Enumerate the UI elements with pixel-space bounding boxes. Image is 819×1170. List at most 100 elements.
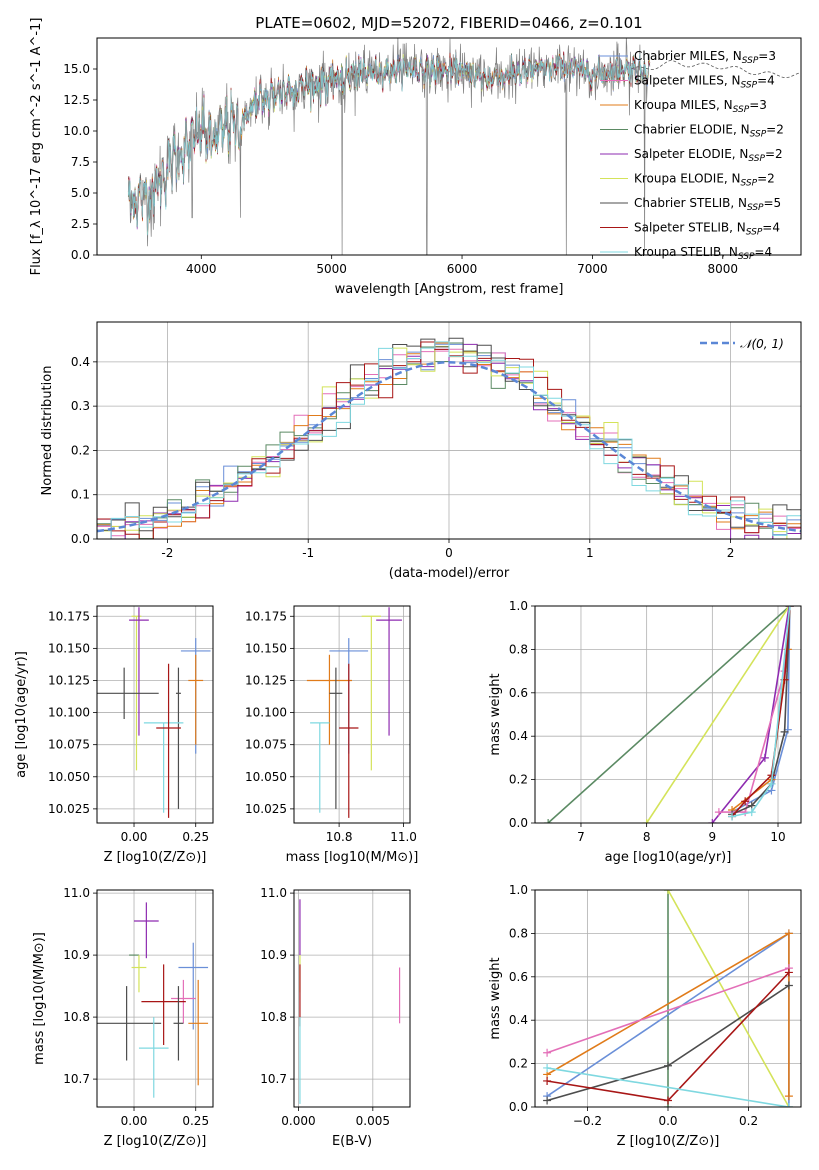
x-tick-label: 11.0 — [390, 830, 417, 844]
error-bar-point — [339, 663, 359, 818]
cumulative-mass-marker — [664, 890, 672, 894]
cumulative-mass-marker — [714, 808, 723, 817]
y-tick-label: 10.075 — [48, 738, 90, 752]
figure-title: PLATE=0602, MJD=52072, FIBERID=0466, z=0… — [255, 14, 642, 32]
panels: 4000 5000 6000 7000 80000.02.55.07.510.012.5… — [14, 18, 802, 1149]
x-tick-label: 5000 — [316, 262, 347, 276]
legend-label: Kroupa MILES, N — [634, 98, 733, 112]
plot-area — [97, 322, 801, 539]
y-tick-label: 0.0 — [509, 1100, 528, 1114]
cumulative-mass-line — [731, 606, 791, 813]
legend-label: Salpeter ELODIE, N — [634, 147, 748, 161]
cumulative-mass-marker — [544, 819, 553, 823]
x-tick-label: 0.25 — [182, 1114, 209, 1128]
cumulative-mass-marker — [543, 1076, 552, 1085]
y-axis-label: age [log10(age/yr)] — [14, 651, 29, 778]
panel-age_vs_Z: 0.00 0.25 10.025 10.050 10.075 10.100 10.125 10… — [14, 605, 214, 865]
legend-value: =2 — [765, 147, 783, 161]
x-tick-label: 0.2 — [739, 1114, 758, 1128]
cumulative-mass-line — [667, 890, 790, 1107]
y-tick-label: 2.5 — [71, 217, 90, 231]
cumulative-mass-marker — [760, 753, 769, 762]
normal-reference-curve — [97, 361, 801, 533]
y-tick-label: 15.0 — [63, 62, 90, 76]
y-tick-label: 10.150 — [245, 641, 287, 655]
cumulative-mass-marker — [664, 1096, 672, 1105]
y-tick-label: 10.7 — [63, 1072, 90, 1086]
y-axis-label: mass [log10(M/M⊙)] — [32, 932, 47, 1065]
x-tick-label: -2 — [161, 546, 173, 560]
panel-mass_vs_EBV: 0.000 0.005 10.7 10.8 10.9 11.0 E(B-V) — [260, 886, 411, 1149]
legend-entry: Kroupa ELODIE, NSSP=2 — [634, 172, 775, 189]
y-tick-label: 10.125 — [48, 673, 90, 687]
error-bar-point — [376, 607, 402, 736]
x-axis-label: Z [log10(Z/Z⊙)] — [617, 1134, 720, 1149]
axes-frame — [534, 889, 802, 1108]
legend-label: Chabrier STELIB, N — [634, 196, 747, 210]
x-tick-label: 8 — [643, 830, 651, 844]
model-extension-line — [631, 59, 801, 79]
plot-area — [535, 606, 801, 823]
y-tick-label: 0.3 — [71, 399, 90, 413]
cumulative-mass-line — [731, 606, 791, 818]
x-tick-label: 0.005 — [356, 1114, 390, 1128]
x-tick-label: 1 — [586, 546, 594, 560]
legend-entry: Salpeter ELODIE, NSSP=2 — [634, 147, 783, 164]
plot-area — [294, 606, 410, 823]
legend-value: =4 — [762, 221, 780, 235]
cumulative-mass-marker — [543, 1063, 552, 1072]
y-tick-label: 0.2 — [509, 1057, 528, 1071]
legend-label: Salpeter STELIB, N — [634, 221, 746, 235]
panel-residuals: -2 -1 0 1 2 0.0 0.1 0.2 0.3 0.4 (data-model)/error… — [40, 321, 802, 581]
legend-subscript: SSP — [750, 130, 767, 140]
legend-value: =3 — [758, 49, 776, 63]
cumulative-mass-marker — [664, 1061, 672, 1070]
cumulative-mass-marker — [741, 797, 750, 806]
axes-frame — [96, 321, 802, 540]
error-bar-point — [188, 654, 204, 745]
plot-area — [127, 38, 801, 255]
legend-subscript: SSP — [733, 105, 750, 115]
panel-age_vs_mass: 10.8 11.0 10.025 10.050 10.075 10.100 10.125 10… — [245, 605, 418, 865]
error-bar-point — [175, 667, 181, 809]
legend-subscript: SSP — [742, 56, 759, 66]
cumulative-mass-marker — [784, 981, 793, 990]
y-tick-label: 1.0 — [509, 883, 528, 897]
legend-label: Chabrier ELODIE, N — [634, 123, 750, 137]
y-tick-label: 10.175 — [48, 609, 90, 623]
y-tick-label: 0.0 — [71, 248, 90, 262]
y-tick-label: 0.8 — [509, 642, 528, 656]
error-bar-point — [141, 964, 186, 1045]
cumulative-mass-line — [646, 606, 790, 823]
x-tick-label: −0.2 — [573, 1114, 602, 1128]
panel-cum_mass_vs_age: 7 8 9 10 0.0 0.2 0.4 0.6 0.8 1.0 age [log10(age/yr… — [488, 599, 802, 865]
x-axis-label: Z [log10(Z/Z⊙)] — [104, 1134, 207, 1149]
panel-mass_vs_Z: 0.00 0.25 10.7 10.8 10.9 11.0 Z [log10(Z/Z⊙)] m… — [32, 886, 214, 1149]
x-tick-label: 7 — [577, 830, 585, 844]
y-tick-label: 10.050 — [48, 770, 90, 784]
legend-entry: Salpeter STELIB, NSSP=4 — [634, 221, 780, 238]
cumulative-mass-marker — [784, 968, 793, 977]
y-tick-label: 11.0 — [63, 886, 90, 900]
legend-label: Chabrier MILES, N — [634, 49, 742, 63]
cumulative-mass-marker — [747, 808, 756, 817]
y-tick-label: 0.2 — [71, 443, 90, 457]
x-tick-label: 2 — [727, 546, 735, 560]
legend-subscript: SSP — [741, 81, 758, 91]
x-tick-label: 0.000 — [281, 1114, 315, 1128]
panel-spectrum: 4000 5000 6000 7000 8000 0.0 2.5 5.0 7.5 10.0 12.5… — [29, 18, 802, 297]
error-bar-point — [143, 722, 184, 813]
cumulative-mass-marker — [543, 1048, 552, 1057]
cumulative-mass-marker — [780, 727, 789, 736]
x-tick-label: 6000 — [447, 262, 478, 276]
legend-entry: Kroupa MILES, NSSP=3 — [634, 98, 767, 115]
legend-subscript: SSP — [746, 228, 763, 238]
y-axis-label: mass weight — [488, 673, 503, 755]
cumulative-mass-line — [731, 606, 791, 818]
error-bar-point — [178, 942, 209, 1030]
y-axis-label: Normed distribution — [40, 366, 55, 496]
y-tick-label: 10.9 — [63, 948, 90, 962]
y-tick-label: 10.7 — [260, 1072, 287, 1086]
legend-subscript: SSP — [747, 203, 764, 213]
